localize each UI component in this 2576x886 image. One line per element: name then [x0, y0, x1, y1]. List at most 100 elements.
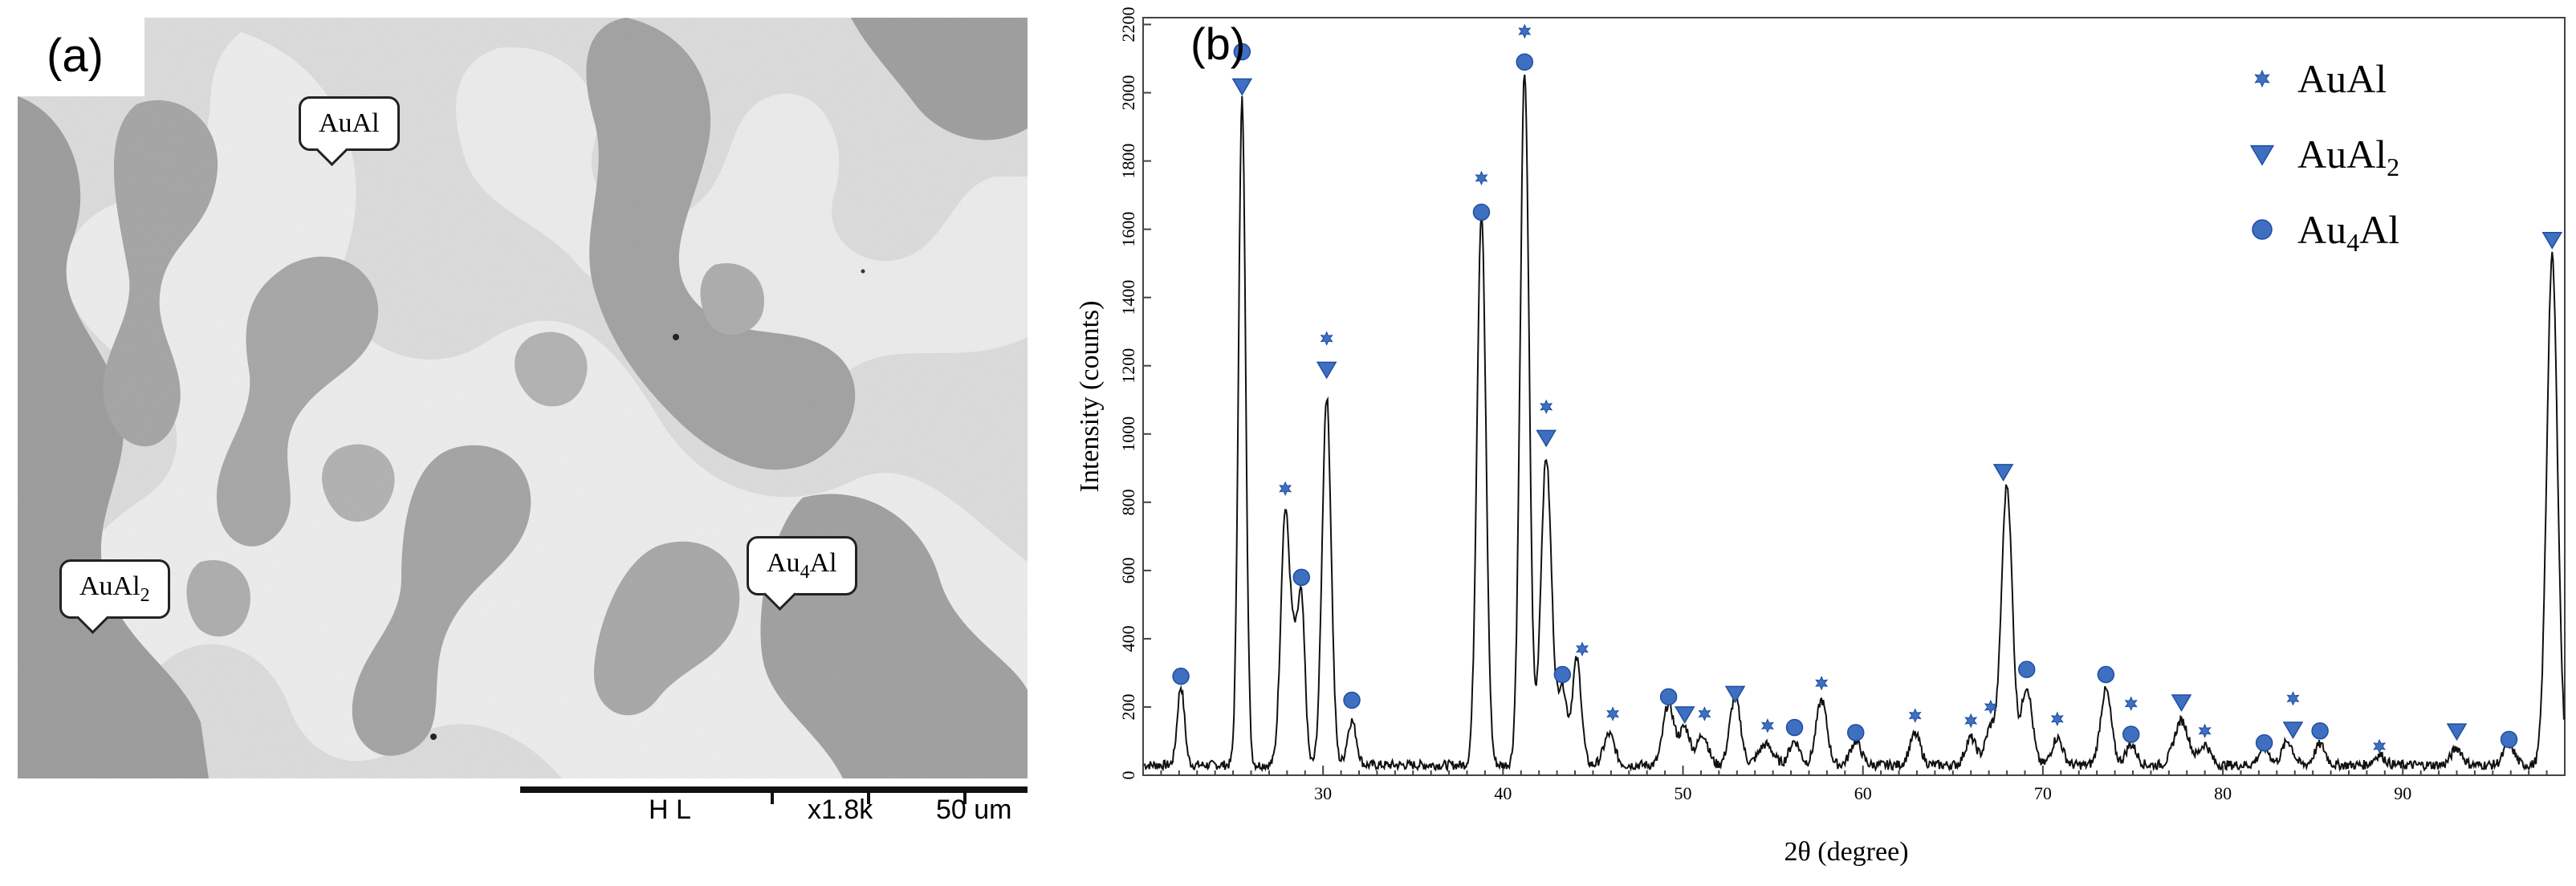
marker-star-aual: [1760, 718, 1774, 734]
panel-a-sem-image: (a) AuAl AuAl2 Au4Al H L x1.8k 50 um: [0, 0, 1044, 886]
marker-star-aual: [1984, 699, 1997, 715]
y-axis-ticks: 0 200 400 600 800 1000 1200 1400 1600 1800 2000 220…: [1118, 7, 1151, 780]
marker-star-aual: [1540, 399, 1553, 415]
marker-triangle-aual2: [2446, 723, 2468, 742]
y-tick-label: 0: [1118, 771, 1138, 780]
marker-star-aual: [1518, 23, 1532, 39]
marker-circle-au4al: [1516, 53, 1534, 71]
y-tick-label: 2200: [1118, 7, 1138, 43]
marker-circle-au4al: [2252, 219, 2273, 240]
scalebar-length: 50 um: [936, 795, 1012, 825]
y-tick-label: 1800: [1118, 144, 1138, 179]
panel-label-a: (a): [47, 30, 104, 82]
callout-aual2: AuAl2: [59, 559, 170, 634]
marker-circle-au4al: [1785, 718, 1804, 737]
marker-star-aual: [1908, 708, 1922, 723]
x-tick-label: 30: [1314, 783, 1332, 803]
marker-star-aual: [2050, 711, 2064, 727]
marker-circle-au4al: [1292, 568, 1311, 587]
scalebar-mode: H L: [649, 795, 691, 825]
marker-circle-au4al: [2500, 730, 2518, 749]
legend-label: AuAl: [2297, 56, 2387, 101]
y-tick-label: 400: [1118, 625, 1138, 652]
sem-texture: [18, 18, 1028, 778]
marker-star-aual: [1320, 331, 1333, 346]
callout-au4al-sub: 4: [800, 561, 810, 583]
x-tick-label: 40: [1494, 783, 1512, 803]
marker-circle-au4al: [1846, 724, 1865, 742]
marker-circle-au4al: [2311, 721, 2329, 740]
marker-triangle-aual2: [1674, 706, 1695, 724]
panel-b-xrd-chart: 0 200 400 600 800 1000 1200 1400 1600 1800 2000 220…: [1044, 0, 2576, 886]
marker-star-aual: [1698, 706, 1711, 721]
marker-circle-au4al: [2255, 734, 2273, 752]
x-tick-label: 50: [1675, 783, 1692, 803]
marker-circle-au4al: [1172, 667, 1190, 685]
x-tick-label: 60: [1854, 783, 1872, 803]
marker-star-aual: [2373, 738, 2387, 754]
marker-triangle-aual2: [2171, 694, 2192, 712]
legend-label: Au4Al: [2297, 207, 2399, 257]
x-tick-label: 90: [2394, 783, 2411, 803]
x-axis-title: 2θ (degree): [1784, 837, 1908, 867]
marker-circle-au4al: [2097, 665, 2115, 684]
legend-label-base: AuAl: [2297, 56, 2387, 101]
marker-star-aual: [1576, 641, 1589, 656]
marker-star-aual: [2198, 723, 2212, 738]
legend-label-base: AuAl: [2297, 132, 2387, 177]
marker-circle-au4al: [1659, 688, 1678, 705]
panel-label-b: (b): [1190, 18, 1245, 69]
marker-circle-au4al: [1553, 665, 1572, 684]
marker-star-aual: [2286, 691, 2300, 706]
marker-triangle-aual2: [1992, 464, 2014, 482]
x-tick-label: 70: [2034, 783, 2052, 803]
marker-circle-au4al: [1233, 43, 1251, 61]
marker-triangle-aual2: [2541, 232, 2563, 250]
callout-au4al-rest: Al: [809, 548, 837, 578]
marker-circle-au4al: [1343, 691, 1361, 709]
callout-au4al: Au4Al: [747, 536, 857, 611]
y-tick-label: 200: [1118, 693, 1138, 720]
xrd-chart-svg: 0 200 400 600 800 1000 1200 1400 1600 1800 2000 220…: [1075, 7, 2566, 867]
y-tick-label: 800: [1118, 489, 1138, 515]
marker-circle-au4al: [1472, 203, 1491, 222]
y-axis-title: Intensity (counts): [1075, 301, 1105, 493]
y-tick-label: 1600: [1118, 212, 1138, 247]
callout-aual2-sub: 2: [140, 584, 150, 606]
y-tick-label: 1400: [1118, 280, 1138, 315]
marker-star-aual: [1606, 706, 1620, 721]
sem-micrograph: [0, 0, 1044, 886]
callout-au4al-base: Au: [767, 548, 800, 578]
marker-star-aual: [1964, 713, 1978, 729]
legend-label-rest: Al: [2359, 207, 2399, 252]
y-tick-label: 600: [1118, 557, 1138, 583]
x-axis-ticks: 30 40 50 60 70 80 90: [1160, 766, 2548, 803]
legend-label: AuAl2: [2297, 132, 2399, 181]
marker-star-aual: [2124, 696, 2138, 711]
xrd-intensity-line: [1143, 74, 2565, 773]
scalebar-magnification: x1.8k: [808, 795, 873, 825]
y-tick-label: 2000: [1118, 75, 1138, 111]
marker-triangle-aual2: [2282, 721, 2304, 739]
marker-triangle-aual2: [1536, 429, 1557, 448]
marker-star-aual: [1279, 481, 1292, 497]
marker-star-aual: [2254, 69, 2270, 88]
marker-star-aual: [1475, 170, 1488, 186]
marker-triangle-aual2: [2249, 144, 2275, 166]
phase-markers: [1172, 23, 2563, 754]
legend-label-sub: 2: [2387, 152, 2399, 181]
callout-aual-text: AuAl: [319, 108, 380, 138]
callout-aual2-base: AuAl: [79, 571, 140, 601]
plot-frame: [1142, 17, 2566, 776]
callout-aual: AuAl: [299, 96, 400, 167]
marker-triangle-aual2: [1231, 78, 1253, 96]
legend-label-base: Au: [2297, 207, 2346, 252]
marker-circle-au4al: [2017, 660, 2036, 678]
marker-star-aual: [1815, 675, 1829, 691]
marker-circle-au4al: [2122, 725, 2140, 743]
y-tick-label: 1000: [1118, 417, 1138, 452]
legend-label-sub: 4: [2346, 228, 2359, 257]
x-tick-label: 80: [2214, 783, 2232, 803]
marker-triangle-aual2: [1316, 361, 1337, 380]
